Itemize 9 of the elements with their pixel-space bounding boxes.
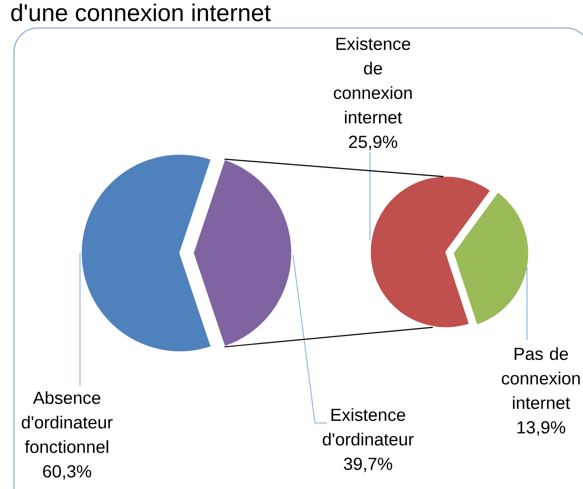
slice-label: Existence d'ordinateur (322, 408, 414, 446)
data-label: 60,3% (43, 465, 92, 480)
slice-label: Existence de connexion internet (334, 37, 412, 124)
slice-label: Pas de connexion internet (502, 347, 580, 410)
data-label: 39,7% (344, 458, 392, 472)
slice-label: Absence d'ordinateur fonctionnel (22, 391, 113, 454)
chart-title: d'une connexion internet (11, 4, 271, 22)
data-label: 25,9% (349, 136, 398, 150)
data-label: 13,9% (518, 421, 566, 436)
